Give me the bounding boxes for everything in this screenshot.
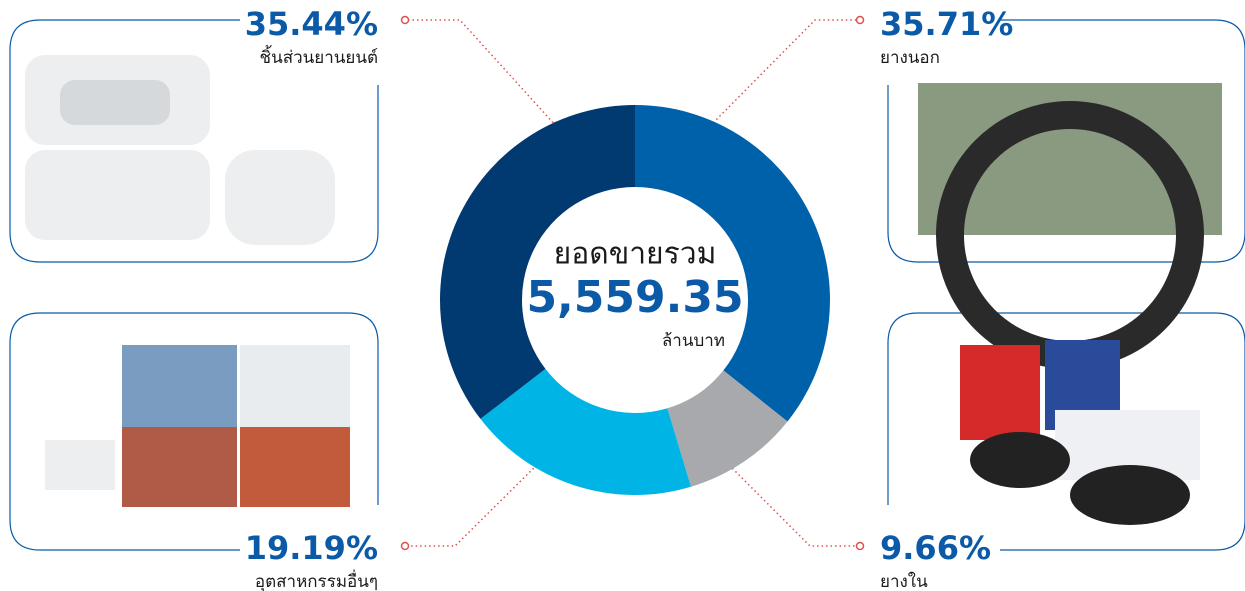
donut-segment bbox=[440, 105, 635, 419]
total-unit: ล้านบาท bbox=[662, 331, 725, 351]
donut-segment bbox=[667, 370, 788, 487]
image bbox=[45, 345, 350, 507]
percent-label: 35.44% bbox=[245, 5, 378, 43]
image bbox=[960, 340, 1200, 525]
category-label: ยางนอก bbox=[880, 48, 940, 68]
category-label: ยางใน bbox=[880, 571, 928, 591]
percent-label: 9.66% bbox=[880, 529, 991, 567]
category-label: ชิ้นส่วนยานยนต์ bbox=[260, 45, 378, 68]
image bbox=[25, 55, 335, 245]
total: 5,559.35 bbox=[526, 272, 743, 323]
center-title: ยอดขายรวม bbox=[554, 237, 717, 272]
frame bbox=[887, 19, 1245, 263]
frame bbox=[9, 19, 379, 263]
image bbox=[918, 83, 1222, 369]
percent-label: 19.19% bbox=[245, 529, 378, 567]
percent-label: 35.71% bbox=[880, 5, 1013, 43]
donut-segment bbox=[635, 105, 830, 422]
category-label: อุตสาหกรรมอื่นๆ bbox=[255, 569, 378, 591]
frame bbox=[887, 312, 1245, 551]
donut-segment bbox=[480, 368, 691, 495]
frame bbox=[9, 312, 379, 551]
